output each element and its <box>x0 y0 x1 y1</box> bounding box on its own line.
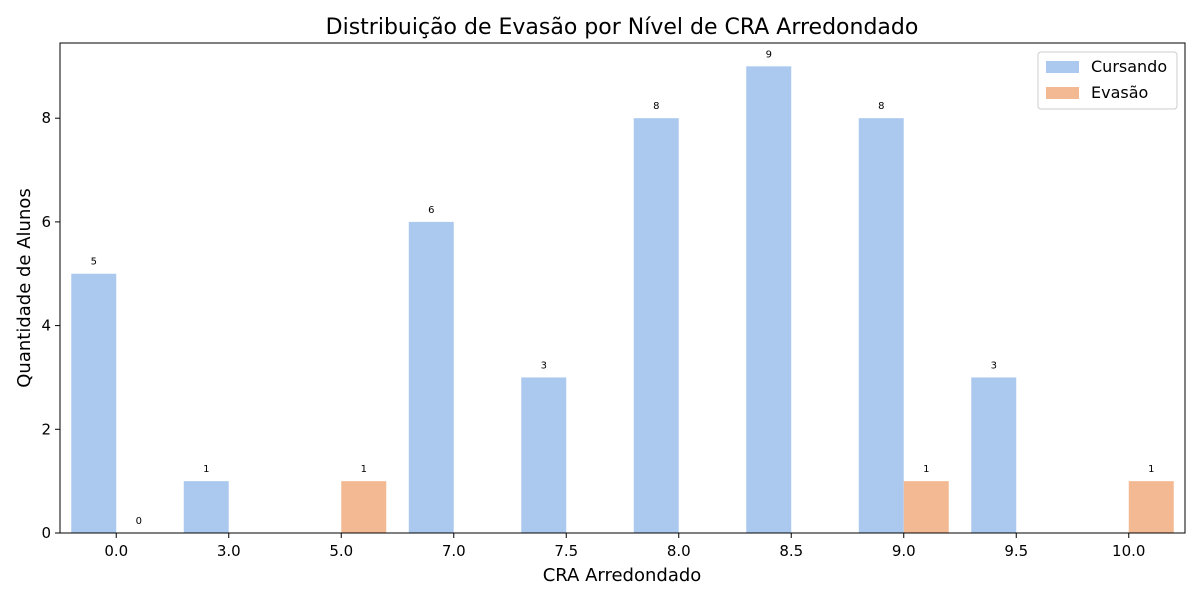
data-label: 3 <box>991 360 997 371</box>
data-label: 1 <box>361 464 367 475</box>
x-tick-label: 9.0 <box>892 542 916 560</box>
x-tick-label: 3.0 <box>217 542 241 560</box>
data-label: 1 <box>923 464 929 475</box>
data-label: 1 <box>203 464 209 475</box>
legend-label: Evasão <box>1091 83 1148 102</box>
bar-cursando-4 <box>521 377 567 533</box>
y-tick-label: 6 <box>41 213 51 231</box>
data-label: 3 <box>541 360 547 371</box>
legend-swatch-cursando <box>1046 61 1079 73</box>
x-tick-label: 10.0 <box>1112 542 1145 560</box>
data-label: 0 <box>136 516 142 527</box>
data-label: 8 <box>653 101 659 112</box>
data-label: 6 <box>428 205 434 216</box>
data-labels-layer: 5 0 1 1 6 3 8 9 8 1 3 1 <box>91 49 1155 527</box>
x-tick-label: 7.5 <box>554 542 578 560</box>
x-tick-label: 8.5 <box>779 542 803 560</box>
bars-layer <box>71 66 1174 534</box>
x-axis-label: CRA Arredondado <box>543 565 702 586</box>
x-tick-label: 0.0 <box>104 542 128 560</box>
bar-evasao-2 <box>341 481 387 533</box>
bar-cursando-0 <box>71 273 117 533</box>
x-tick-label: 7.0 <box>442 542 466 560</box>
axes-layer: 0.0 3.0 5.0 7.0 7.5 8.0 8.5 9.0 9.5 10.0 0 2 4 6 8 <box>41 42 1186 560</box>
legend: Cursando Evasão <box>1037 51 1178 110</box>
plot-frame <box>59 42 1186 534</box>
x-tick-label: 8.0 <box>667 542 691 560</box>
bar-evasao-9 <box>1128 481 1174 533</box>
bar-cursando-3 <box>408 221 454 533</box>
legend-label: Cursando <box>1091 57 1167 76</box>
bar-cursando-5 <box>633 118 679 534</box>
data-label: 1 <box>1148 464 1154 475</box>
x-tick-label: 5.0 <box>329 542 353 560</box>
bar-cursando-8 <box>971 377 1017 533</box>
data-label: 8 <box>878 101 884 112</box>
y-tick-label: 4 <box>41 317 51 335</box>
x-tick-label: 9.5 <box>1004 542 1028 560</box>
bar-cursando-1 <box>183 481 229 533</box>
y-tick-label: 8 <box>41 109 51 127</box>
data-label: 5 <box>91 257 97 268</box>
legend-swatch-evasao <box>1046 87 1079 99</box>
bar-cursando-7 <box>858 118 904 534</box>
y-tick-label: 0 <box>41 524 51 542</box>
data-label: 9 <box>766 49 772 60</box>
chart-title: Distribuição de Evasão por Nível de CRA … <box>326 15 919 40</box>
bar-evasao-7 <box>903 481 949 533</box>
y-axis-label: Quantidade de Alunos <box>14 188 35 388</box>
bar-cursando-6 <box>746 66 792 533</box>
y-tick-label: 2 <box>41 420 51 438</box>
